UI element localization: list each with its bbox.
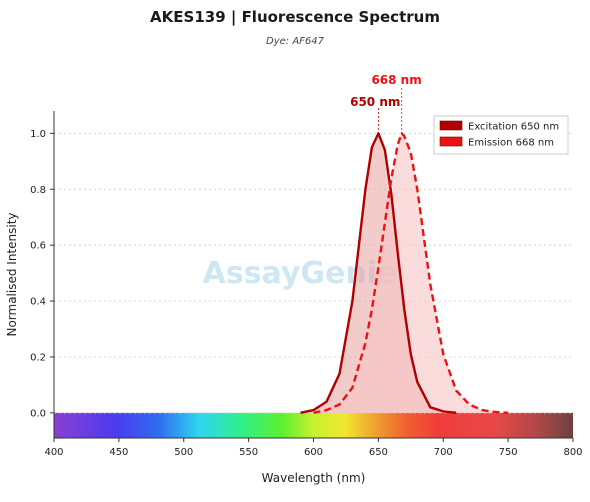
x-tick-label: 400 <box>44 447 63 458</box>
y-tick-label: 0.8 <box>30 185 46 196</box>
x-tick-label: 650 <box>369 447 388 458</box>
x-tick-label: 700 <box>434 447 453 458</box>
y-tick-label: 0.2 <box>30 352 46 363</box>
visible-spectrum-bar <box>54 412 573 438</box>
x-tick-label: 600 <box>304 447 323 458</box>
y-tick-label: 1.0 <box>30 129 46 140</box>
legend-swatch <box>439 136 463 147</box>
y-tick-label: 0.4 <box>30 297 46 308</box>
chart-subtitle: Dye: AF647 <box>266 36 324 47</box>
x-tick-label: 450 <box>109 447 128 458</box>
x-tick-label: 550 <box>239 447 258 458</box>
x-axis-label: Wavelength (nm) <box>262 471 366 485</box>
series-line-emission <box>313 132 509 414</box>
chart-title: AKES139 | Fluorescence Spectrum <box>150 8 440 26</box>
legend-entry-label: Excitation 650 nm <box>468 122 559 133</box>
excitation-peak-label: 650 nm <box>350 95 400 109</box>
y-axis-label: Normalised Intensity <box>5 212 19 336</box>
y-tick-label: 0.6 <box>30 241 46 252</box>
legend-entry-label: Emission 668 nm <box>468 138 554 149</box>
emission-peak-label: 668 nm <box>371 73 421 87</box>
x-tick-label: 500 <box>174 447 193 458</box>
x-tick-label: 800 <box>563 447 582 458</box>
legend-swatch <box>439 120 463 131</box>
x-tick-label: 750 <box>499 447 518 458</box>
y-tick-label: 0.0 <box>30 408 46 419</box>
series-fill-emission <box>313 133 509 413</box>
series-line-excitation <box>300 132 457 414</box>
